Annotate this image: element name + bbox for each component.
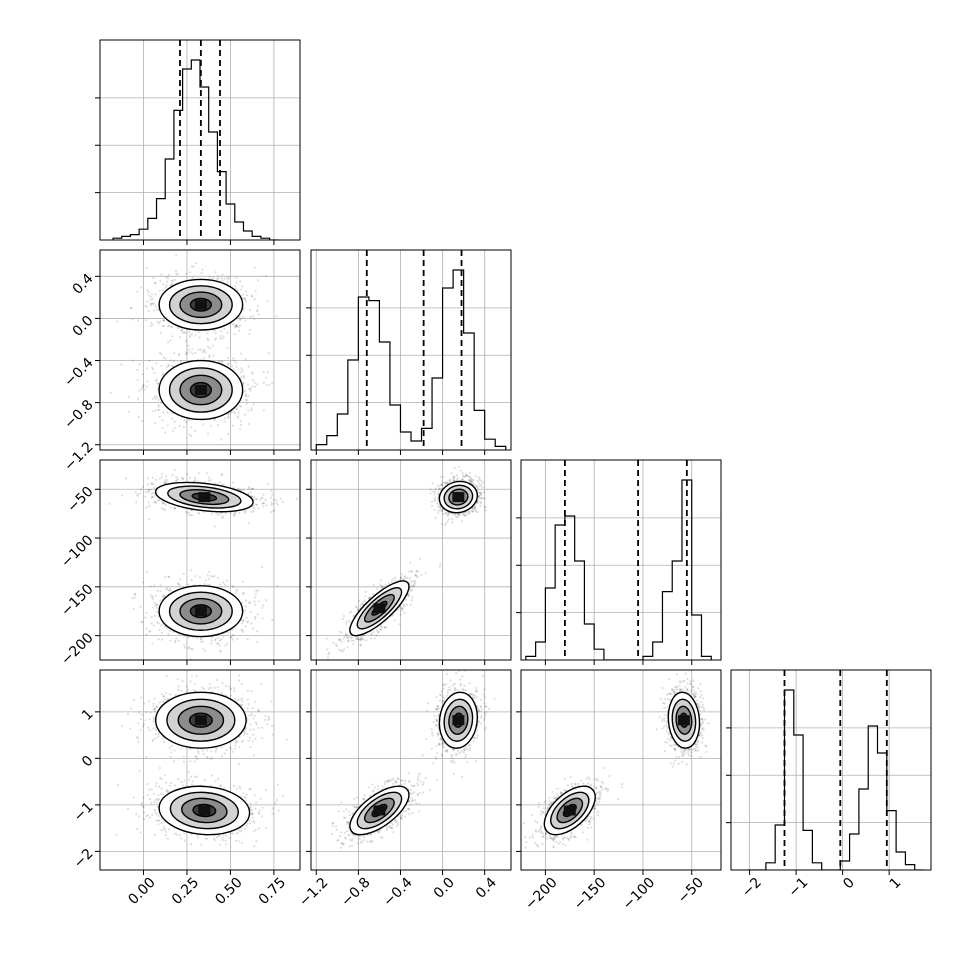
panel-frame	[310, 669, 512, 871]
pair-panel-1-3: −1.2 −0.8 −0.4 0.0 0.4	[296, 669, 512, 910]
y-tick-label: −0.4	[61, 355, 96, 390]
y-tick-label: −100	[58, 532, 97, 571]
histogram-panel-0	[95, 39, 301, 245]
panel-frame	[310, 249, 512, 451]
y-tick-label: −50	[64, 484, 96, 516]
x-tick-label: −1	[785, 875, 811, 901]
density-peak	[677, 715, 690, 726]
y-tick-label: −150	[58, 581, 97, 620]
pair-panel-0-2: −200 −150 −100 −50	[58, 459, 301, 669]
density-peak	[194, 606, 207, 617]
histogram-panel-3: −2 −1 0 1	[726, 669, 932, 901]
x-tick-label: 1	[887, 875, 905, 893]
density-peak	[452, 492, 465, 503]
density-peak	[198, 492, 211, 503]
x-tick-label: −0.4	[380, 875, 415, 910]
x-tick-label: 0.0	[431, 875, 458, 902]
density-peak	[373, 805, 386, 816]
density-peak	[194, 715, 207, 726]
histogram-panel-2	[516, 459, 722, 665]
density-peak	[373, 603, 386, 614]
panel-frame	[520, 669, 722, 871]
panel-frame	[520, 459, 722, 661]
x-tick-label: −50	[675, 875, 707, 907]
density-peak	[198, 805, 211, 816]
x-tick-label: 0	[840, 875, 858, 893]
y-tick-label: −1	[71, 799, 97, 825]
x-tick-label: 0.00	[125, 875, 158, 908]
density-peak	[194, 385, 207, 395]
y-tick-label: 1	[79, 706, 97, 724]
density-peak	[452, 715, 465, 726]
y-tick-label: −200	[58, 630, 97, 669]
x-tick-label: −200	[522, 875, 561, 914]
x-tick-label: −2	[739, 875, 765, 901]
x-tick-label: −100	[620, 875, 659, 914]
histogram-step-line	[112, 59, 279, 240]
y-tick-label: 0	[79, 753, 97, 771]
panel-frame	[99, 669, 301, 871]
x-tick-label: 0.75	[256, 875, 289, 908]
panel-frame	[99, 459, 301, 661]
pair-panel-0-3: 0.00 0.25 0.50 0.75 −2 −1 0 1	[71, 669, 301, 908]
x-tick-label: 0.4	[473, 875, 500, 902]
x-tick-label: 0.25	[169, 875, 202, 908]
y-tick-label: −2	[71, 846, 97, 872]
histogram-step-line	[525, 479, 712, 660]
x-tick-label: −0.8	[338, 875, 373, 910]
y-tick-label: 0.4	[70, 271, 97, 298]
y-tick-label: −1.2	[61, 439, 96, 474]
panel-frame	[99, 249, 301, 451]
histogram-step-line	[315, 269, 507, 450]
density-peak	[563, 805, 576, 816]
y-tick-label: 0.0	[70, 313, 97, 340]
pair-panel-0-1: −1.2 −0.8 −0.4 0.0 0.4	[61, 249, 301, 474]
x-tick-label: −1.2	[296, 875, 331, 910]
histogram-step-line	[747, 689, 925, 870]
histogram-panel-1	[306, 249, 512, 455]
pair-panel-1-2	[306, 459, 512, 665]
x-tick-label: −150	[571, 875, 610, 914]
x-tick-label: 0.50	[212, 875, 245, 908]
density-peak	[194, 299, 207, 310]
panel-frame	[310, 459, 512, 661]
pair-panel-2-3: −200 −150 −100 −50	[516, 669, 722, 914]
panel-frame	[99, 39, 301, 241]
y-tick-label: −0.8	[61, 397, 96, 432]
panel-frame	[730, 669, 932, 871]
